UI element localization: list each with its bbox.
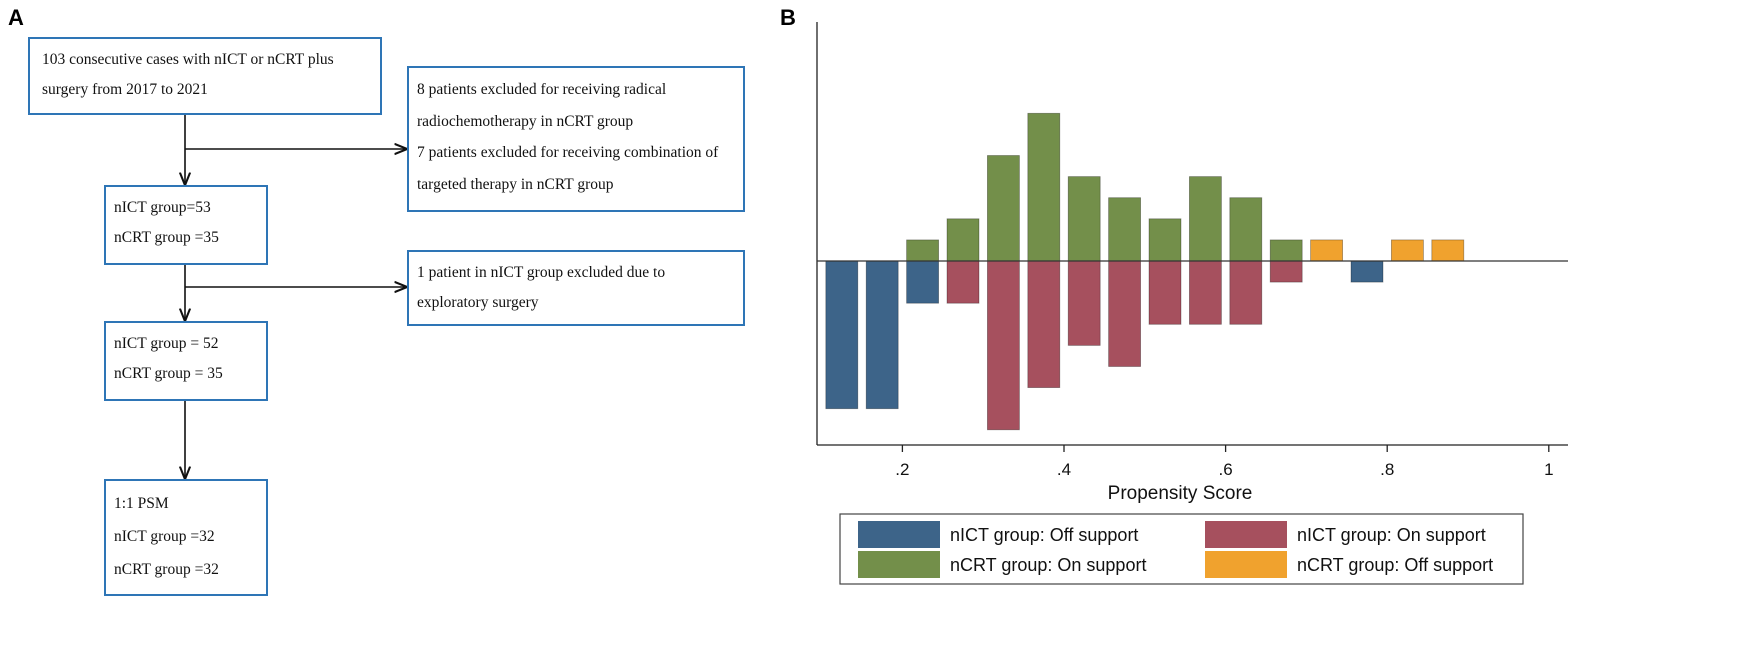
bar-nict-on-0 (946, 260, 980, 304)
legend-swatch-nict-off (858, 521, 940, 548)
x-tick-label-2: .6 (1219, 460, 1233, 479)
bar-nict-on-5 (1148, 260, 1182, 325)
flow-box-exclusion-exploratory: 1 patient in nICT group excluded due to … (407, 250, 745, 326)
bar-nict-off-1 (865, 260, 899, 410)
bar-ncrt-off-1 (1391, 239, 1424, 262)
bar-ncrt-on-5 (1108, 197, 1141, 262)
x-tick-label-4: 1 (1544, 460, 1553, 479)
flowchart-connectors (0, 114, 760, 667)
flow-box-initial-cases: 103 consecutive cases with nICT or nCRT … (28, 37, 382, 115)
legend-label-nict-on: nICT group: On support (1297, 525, 1486, 545)
flow-box-exclusion-radical-targeted: 8 patients excluded for receiving radica… (407, 66, 745, 212)
legend-label-ncrt-on: nCRT group: On support (950, 555, 1146, 575)
bar-nict-on-6 (1189, 260, 1222, 325)
panel-label-b: B (780, 5, 796, 30)
x-ticks-layer: .2 .4 .6 .8 1 (895, 445, 1554, 479)
flow-box-groups-after-exclusion: nICT group = 52 nCRT group = 35 (104, 321, 268, 401)
bar-nict-on-2 (1027, 260, 1061, 388)
panel-label-a: A (8, 5, 24, 30)
bar-nict-off-0 (825, 260, 859, 410)
bar-ncrt-on-8 (1229, 197, 1263, 262)
bar-nict-off-3 (1350, 260, 1384, 283)
bar-ncrt-on-3 (1027, 112, 1061, 262)
x-axis-title: Propensity Score (1108, 483, 1253, 504)
bar-ncrt-on-6 (1148, 218, 1182, 262)
bar-ncrt-on-7 (1189, 176, 1222, 262)
bar-nict-on-3 (1067, 260, 1101, 346)
legend-swatch-ncrt-on (858, 551, 940, 578)
x-tick-label-0: .2 (895, 460, 909, 479)
legend-frame (839, 513, 1524, 585)
bar-nict-on-4 (1108, 260, 1141, 367)
bar-ncrt-on-1 (946, 218, 980, 262)
bar-nict-off-2 (906, 260, 939, 304)
legend-label-nict-off: nICT group: Off support (950, 525, 1138, 545)
flow-box-psm: 1:1 PSM nICT group =32 nCRT group =32 (104, 479, 268, 596)
bar-nict-on-7 (1229, 260, 1263, 325)
bar-nict-on-8 (1269, 260, 1303, 283)
x-tick-label-3: .8 (1380, 460, 1394, 479)
bar-ncrt-off-0 (1310, 239, 1343, 262)
x-tick-label-1: .4 (1057, 460, 1071, 479)
legend-label-ncrt-off: nCRT group: Off support (1297, 555, 1493, 575)
legend-swatch-ncrt-off (1205, 551, 1287, 578)
bar-ncrt-on-4 (1067, 176, 1101, 262)
bar-nict-on-1 (987, 260, 1020, 431)
bar-ncrt-on-2 (987, 155, 1020, 262)
bar-ncrt-off-2 (1431, 239, 1465, 262)
bar-ncrt-on-0 (906, 239, 939, 262)
flow-box-groups-before-exclusion: nICT group=53 nCRT group =35 (104, 185, 268, 265)
bars-layer (825, 112, 1465, 431)
bar-ncrt-on-9 (1269, 239, 1303, 262)
legend-swatch-nict-on (1205, 521, 1287, 548)
